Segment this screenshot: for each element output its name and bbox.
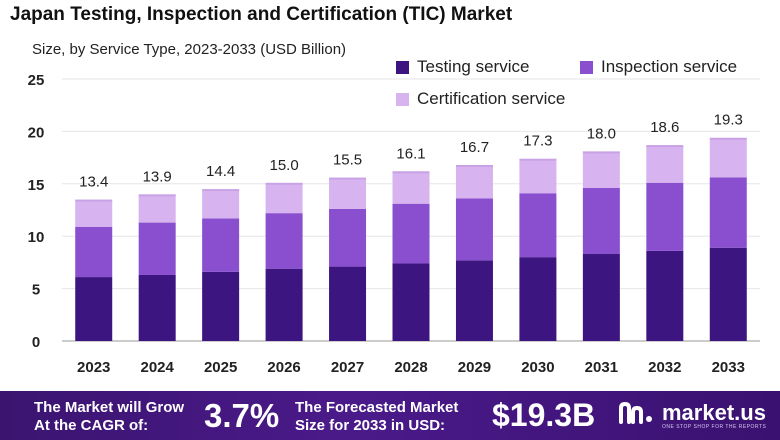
chart-subtitle: Size, by Service Type, 2023-2033 (USD Bi… <box>32 41 347 58</box>
y-tick-label: 15 <box>28 177 45 194</box>
x-tick-label: 2027 <box>331 359 364 376</box>
bar-testing-service <box>709 247 747 341</box>
bar-certification-service <box>582 152 620 188</box>
forecast-value: $19.3B <box>492 397 596 433</box>
bar-testing-service <box>519 257 557 341</box>
legend-item-testing: Testing service <box>396 57 529 77</box>
bar-certification-service <box>455 165 493 199</box>
legend-label-inspection: Inspection service <box>601 57 738 76</box>
bar-inspection-service <box>709 177 747 248</box>
bar-inspection-service <box>202 218 240 272</box>
bar-cap <box>265 182 303 185</box>
total-data-label: 13.4 <box>79 174 108 191</box>
legend-swatch-certification <box>396 92 409 106</box>
x-tick-label: 2033 <box>712 359 745 376</box>
cagr-label-line2: At the CAGR of: <box>34 417 149 434</box>
bar-cap <box>75 199 113 202</box>
bar-testing-service <box>138 274 176 341</box>
x-tick-label: 2026 <box>267 359 300 376</box>
y-tick-label: 20 <box>28 124 45 141</box>
bar-testing-service <box>202 271 240 341</box>
x-tick-label: 2028 <box>394 359 427 376</box>
stacked-bar-chart: 051015202513.4202313.9202414.4202515.020… <box>28 72 760 376</box>
bar-testing-service <box>329 266 367 341</box>
bar-cap <box>582 151 620 154</box>
y-tick-label: 5 <box>32 282 40 299</box>
bar-inspection-service <box>75 226 113 278</box>
bar-inspection-service <box>392 203 430 264</box>
total-data-label: 18.0 <box>587 125 616 142</box>
legend-item-inspection: Inspection service <box>580 57 737 77</box>
y-tick-label: 10 <box>28 229 45 246</box>
forecast-label-line1: The Forecasted Market <box>295 399 459 416</box>
x-tick-label: 2023 <box>77 359 110 376</box>
legend-label-certification: Certification service <box>417 89 566 108</box>
total-data-label: 15.5 <box>333 152 362 169</box>
market-us-logo-icon <box>619 401 652 424</box>
forecast-label-line2: Size for 2033 in USD: <box>295 417 446 434</box>
forecast-label: The Forecasted Market Size for 2033 in U… <box>295 399 458 435</box>
bar-inspection-service <box>265 213 303 269</box>
bar-certification-service <box>329 178 367 209</box>
total-data-label: 15.0 <box>269 157 298 174</box>
bar-inspection-service <box>455 198 493 261</box>
legend-item-certification: Certification service <box>396 89 565 109</box>
bar-testing-service <box>455 260 493 341</box>
logo-text: market.us <box>662 400 766 425</box>
x-tick-label: 2031 <box>585 359 618 376</box>
chart-title: Japan Testing, Inspection and Certificat… <box>10 4 513 25</box>
legend-swatch-inspection <box>580 60 593 74</box>
bar-certification-service <box>138 195 176 223</box>
bar-certification-service <box>646 146 684 183</box>
bar-certification-service <box>709 138 747 178</box>
total-data-label: 16.1 <box>396 145 425 162</box>
y-tick-label: 0 <box>32 334 40 351</box>
x-tick-label: 2030 <box>521 359 554 376</box>
bar-certification-service <box>519 159 557 194</box>
total-data-label: 16.7 <box>460 139 489 156</box>
cagr-value: 3.7% <box>204 397 280 434</box>
bar-certification-service <box>202 190 240 219</box>
x-tick-label: 2025 <box>204 359 237 376</box>
bar-cap <box>392 171 430 174</box>
cagr-label-line1: The Market will Grow <box>34 399 185 416</box>
y-tick-label: 25 <box>28 72 45 89</box>
bar-cap <box>709 137 747 140</box>
total-data-label: 18.6 <box>650 119 679 136</box>
total-data-label: 13.9 <box>143 168 172 185</box>
total-data-label: 17.3 <box>523 133 552 150</box>
bar-certification-service <box>75 200 113 227</box>
bar-inspection-service <box>646 182 684 251</box>
bar-inspection-service <box>329 208 367 267</box>
total-data-label: 19.3 <box>714 112 743 129</box>
x-tick-label: 2029 <box>458 359 491 376</box>
bar-inspection-service <box>519 193 557 258</box>
bar-cap <box>646 145 684 148</box>
cagr-label: The Market will Grow At the CAGR of: <box>34 399 184 435</box>
market-us-logo: market.us ONE STOP SHOP FOR THE REPORTS <box>618 400 766 430</box>
bar-testing-service <box>392 263 430 341</box>
bar-testing-service <box>75 277 113 341</box>
bar-certification-service <box>392 172 430 204</box>
bar-cap <box>202 189 240 192</box>
bar-cap <box>455 164 493 167</box>
bar-cap <box>519 158 557 161</box>
bar-testing-service <box>582 254 620 341</box>
legend-swatch-testing <box>396 60 409 74</box>
legend-label-testing: Testing service <box>417 57 530 76</box>
x-tick-label: 2032 <box>648 359 681 376</box>
bar-testing-service <box>265 268 303 341</box>
bar-inspection-service <box>138 222 176 275</box>
bar-cap <box>138 194 176 197</box>
x-tick-label: 2024 <box>140 359 174 376</box>
bar-certification-service <box>265 183 303 214</box>
logo-tagline: ONE STOP SHOP FOR THE REPORTS <box>662 424 767 430</box>
bar-cap <box>329 177 367 180</box>
total-data-label: 14.4 <box>206 163 235 180</box>
bar-testing-service <box>646 250 684 341</box>
footer-banner: The Market will Grow At the CAGR of: 3.7… <box>0 391 780 440</box>
bar-inspection-service <box>582 187 620 255</box>
